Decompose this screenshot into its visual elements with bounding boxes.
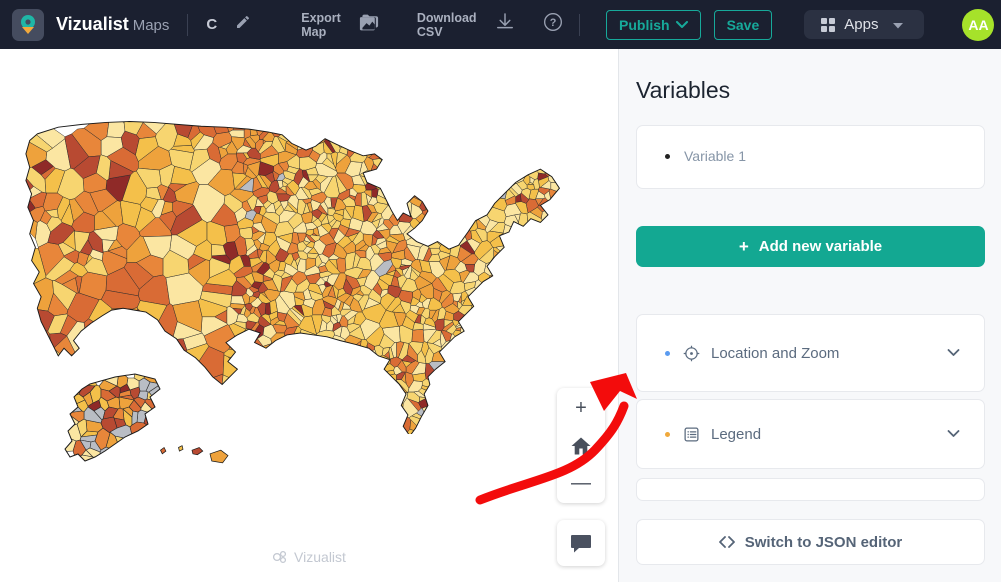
svg-text:?: ? [549, 17, 556, 29]
